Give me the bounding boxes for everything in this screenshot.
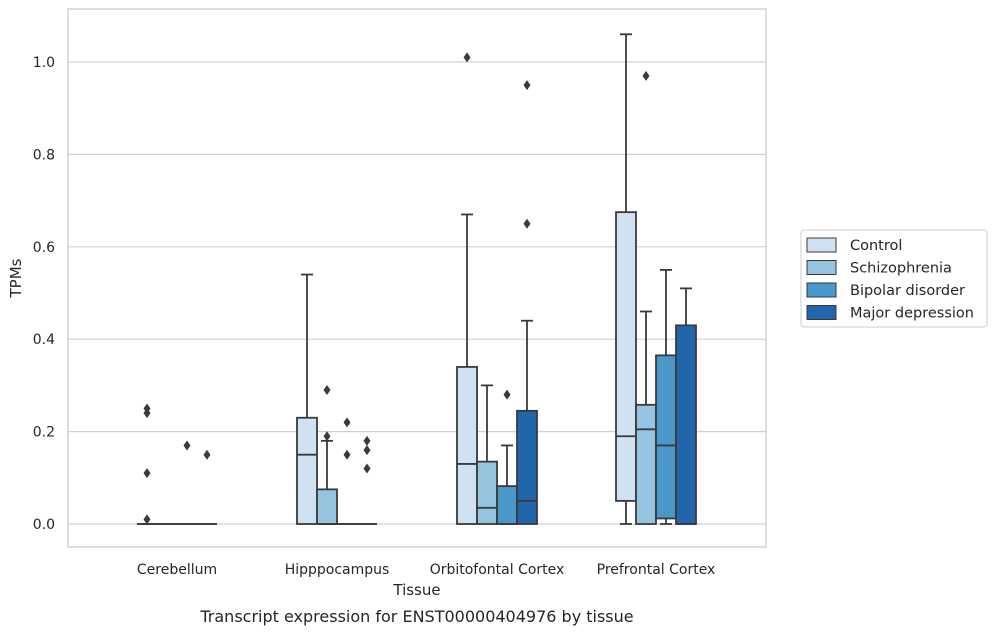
y-tick-label: 0.8 xyxy=(33,147,55,163)
box-iqr xyxy=(296,416,318,525)
x-axis-title: Tissue xyxy=(392,581,440,599)
y-tick-label: 1.0 xyxy=(33,55,55,71)
box-iqr xyxy=(316,488,338,525)
legend-swatch xyxy=(806,305,837,320)
box-schizophrenia xyxy=(316,385,338,525)
legend-label: Bipolar disorder xyxy=(850,283,965,299)
outlier-point xyxy=(463,52,471,63)
outlier-point xyxy=(343,449,351,460)
plot-frame xyxy=(67,8,767,548)
box-iqr xyxy=(675,324,697,525)
box-bipolar-disorder xyxy=(496,389,518,525)
y-tick-label: 0.6 xyxy=(33,240,55,256)
box-iqr xyxy=(615,211,637,502)
outlier-point xyxy=(323,385,331,396)
outlier-point xyxy=(523,80,531,91)
y-tick-label: 0.0 xyxy=(33,517,55,533)
box-schizophrenia xyxy=(476,384,498,525)
legend: Control Schizophrenia Bipolar disorder Majo… xyxy=(800,229,988,328)
box-bipolar-disorder xyxy=(655,268,677,525)
box-major-depression xyxy=(675,287,697,525)
box-major-depression xyxy=(357,435,377,525)
outlier-point xyxy=(363,435,371,446)
box-iqr xyxy=(456,366,478,525)
box-iqr xyxy=(635,403,657,525)
box-iqr xyxy=(655,354,677,520)
legend-label: Major depression xyxy=(850,306,974,322)
outlier-point xyxy=(203,449,211,460)
outlier-point xyxy=(143,468,151,479)
y-tick-label: 0.4 xyxy=(33,332,55,348)
box-iqr xyxy=(496,485,518,525)
chart-caption: Transcript expression for ENST0000040497… xyxy=(199,607,633,626)
x-tick-label: Cerebellum xyxy=(137,562,217,578)
y-axis-title: TPMs xyxy=(7,258,25,298)
x-axis-ticks: Cerebellum Hipppocampus Orbitofontal Corte… xyxy=(137,562,715,578)
x-tick-label: Hipppocampus xyxy=(285,562,390,578)
box-major-depression xyxy=(516,80,538,525)
box-control xyxy=(296,273,318,525)
outlier-point xyxy=(642,70,650,81)
box-control xyxy=(615,33,637,525)
outlier-point xyxy=(323,431,331,442)
legend-frame xyxy=(800,229,988,328)
legend-label: Schizophrenia xyxy=(850,261,952,277)
outlier-point xyxy=(363,445,371,456)
legend-swatch xyxy=(806,237,837,253)
box-schizophrenia xyxy=(635,70,657,525)
box-major-depression xyxy=(197,449,217,525)
legend-swatch xyxy=(806,260,837,275)
outlier-point xyxy=(363,463,371,474)
legend-swatch xyxy=(806,282,837,298)
box-plots xyxy=(137,33,697,525)
box-iqr xyxy=(516,409,538,525)
outlier-point xyxy=(143,403,151,414)
outlier-point xyxy=(183,440,191,451)
box-bipolar-disorder xyxy=(177,440,197,525)
x-tick-label: Orbitofontal Cortex xyxy=(430,562,565,578)
legend-label: Control xyxy=(850,238,902,254)
y-tick-label: 0.2 xyxy=(33,425,55,441)
outlier-point xyxy=(343,417,351,428)
outlier-point xyxy=(143,514,151,525)
x-tick-label: Prefrontal Cortex xyxy=(597,562,716,578)
box-control xyxy=(456,52,478,525)
box-iqr xyxy=(476,460,498,525)
outlier-point xyxy=(523,218,531,229)
outlier-point xyxy=(503,389,511,400)
box-control xyxy=(137,403,157,525)
y-axis-ticks: 0.0 0.2 0.4 0.6 0.8 1.0 xyxy=(33,55,55,533)
box-bipolar-disorder xyxy=(337,417,357,525)
